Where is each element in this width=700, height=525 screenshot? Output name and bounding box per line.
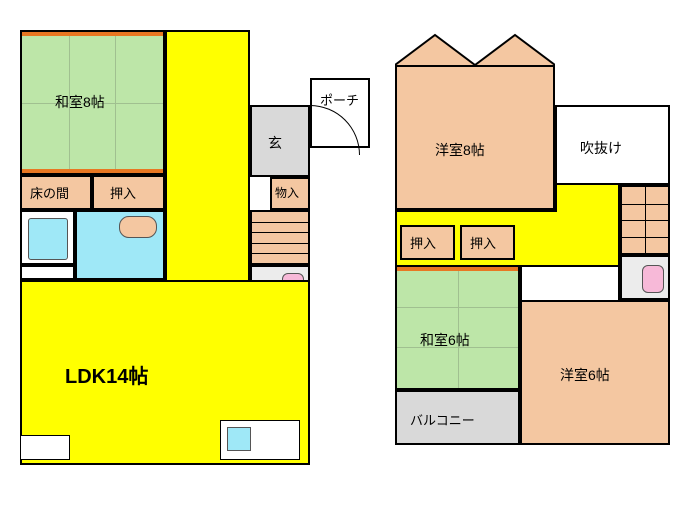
f1-genkan [250, 105, 310, 177]
f1-hall-mid [165, 210, 250, 280]
floorplan-canvas: 和室8帖 床の間 押入 玄 ポーチ 物入 LDK14帖 [0, 0, 700, 525]
f1-bath [20, 210, 75, 265]
f2-youshitsu8 [395, 65, 555, 210]
f2-oshiire1 [400, 225, 455, 260]
f1-hall-top [165, 30, 250, 210]
f2-gap [520, 265, 620, 300]
f2-youshitsu6 [520, 300, 670, 445]
f1-washitsu8 [20, 30, 165, 175]
f1-oshiire [92, 175, 165, 210]
f1-wash2 [20, 265, 75, 280]
f2-washitsu6 [395, 265, 520, 390]
f2-toilet [620, 255, 670, 300]
f2-stair [620, 185, 670, 255]
f2-hall2 [555, 185, 620, 212]
f2-roof-outline [395, 33, 555, 68]
f1-washroom [75, 210, 165, 280]
f1-kitchen-counter [220, 420, 300, 460]
f2-fukinuke [555, 105, 670, 185]
f1-tokonoma [20, 175, 92, 210]
f1-mono [270, 177, 310, 210]
f2-balcony [395, 390, 520, 445]
f1-cupboard [20, 435, 70, 460]
f1-stair [250, 210, 310, 265]
f2-oshiire2 [460, 225, 515, 260]
